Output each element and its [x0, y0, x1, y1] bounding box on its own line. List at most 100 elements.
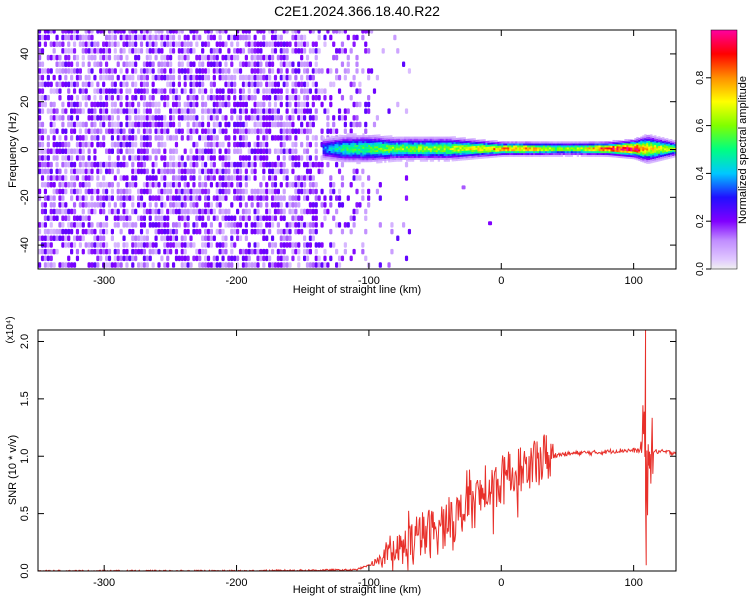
ridge-cell [652, 149, 655, 152]
noise-cell [38, 30, 42, 34]
noise-cell [250, 95, 254, 101]
ridge-cell [505, 143, 508, 146]
noise-cell [300, 74, 304, 81]
noise-cell [122, 108, 126, 114]
ridge-cell [642, 135, 645, 138]
noise-cell [244, 115, 248, 121]
noise-cell [99, 88, 103, 94]
noise-cell [52, 128, 56, 134]
noise-cell [49, 148, 53, 155]
ridge-cell [439, 146, 443, 149]
noise-cell [99, 248, 103, 255]
noise-cell [244, 235, 248, 242]
ridge-cell [451, 159, 454, 162]
noise-cell [259, 202, 263, 208]
ridge-cell [403, 136, 407, 139]
noise-cell [276, 255, 280, 262]
noise-cell [52, 195, 56, 201]
ridge-cell [656, 148, 659, 151]
ridge-cell [376, 161, 379, 164]
ridge-cell [358, 135, 361, 138]
noise-cell [227, 68, 231, 74]
ridge-cell [336, 149, 339, 152]
noise-cell [151, 41, 155, 47]
noise-cell [46, 248, 50, 255]
noise-cell [221, 195, 225, 201]
noise-cell [177, 34, 181, 41]
noise-cell [215, 168, 219, 175]
noise-cell [253, 81, 257, 88]
ridge-cell [491, 149, 494, 153]
noise-cell [285, 148, 289, 155]
ridge-cell [509, 149, 512, 152]
ridge-cell [388, 158, 391, 161]
noise-cell [238, 235, 243, 242]
noise-cell [113, 248, 117, 255]
ridge-cell [652, 143, 655, 146]
ridge-cell [475, 143, 478, 146]
ridge-cell [578, 152, 582, 156]
ridge-cell [453, 151, 456, 154]
noise-cell [247, 41, 251, 47]
noise-cell [46, 155, 50, 161]
ridge-cell [372, 142, 375, 145]
noise-cell [206, 155, 211, 161]
noise-cell [195, 228, 199, 235]
ridge-cell [445, 136, 448, 139]
ridge-cell [650, 161, 653, 164]
ridge-cell [576, 147, 580, 150]
noise-cell [364, 101, 368, 108]
ridge-cell [348, 138, 351, 142]
ridge-cell [445, 142, 448, 145]
noise-cell [154, 208, 158, 215]
y-tick-label: 2.0 [19, 334, 31, 349]
ridge-cell [441, 153, 445, 157]
ridge-cell [580, 147, 583, 150]
noise-cell [212, 54, 216, 61]
ridge-cell [463, 154, 466, 157]
noise-cell [169, 30, 173, 34]
noise-cell [305, 61, 310, 68]
ridge-cell [660, 149, 663, 152]
noise-cell [139, 34, 144, 41]
ridge-cell [513, 152, 516, 156]
ridge-cell [372, 153, 375, 157]
noise-cell [291, 148, 295, 155]
noise-cell [183, 248, 187, 255]
noise-cell [273, 30, 278, 34]
ridge-cell [364, 144, 367, 147]
ridge-cell [415, 146, 419, 149]
noise-cell [317, 195, 321, 201]
noise-cell [81, 121, 85, 128]
noise-cell [302, 235, 307, 242]
ridge-cell [556, 147, 560, 150]
noise-cell [305, 161, 310, 168]
noise-cell [337, 108, 342, 114]
ridge-cell [443, 148, 446, 151]
noise-cell [241, 61, 246, 68]
noise-cell [148, 182, 152, 188]
noise-cell [75, 121, 80, 128]
ridge-cell [386, 146, 389, 150]
noise-cell [128, 141, 132, 148]
ridge-cell [463, 146, 466, 149]
noise-cell [238, 248, 243, 255]
noise-cell [247, 74, 251, 81]
ridge-cell [346, 140, 349, 144]
noise-cell [160, 255, 164, 262]
noise-cell [177, 182, 181, 188]
noise-cell [49, 30, 53, 34]
ridge-cell [376, 155, 379, 158]
noise-cell [285, 235, 289, 242]
noise-cell [317, 48, 321, 54]
noise-cell [387, 108, 391, 114]
noise-cell [250, 228, 254, 235]
noise-cell [128, 41, 132, 47]
ridge-cell [322, 148, 325, 151]
ridge-cell [396, 153, 399, 157]
ridge-cell [350, 135, 353, 138]
noise-cell [102, 262, 106, 268]
noise-cell [183, 74, 187, 81]
ridge-cell [546, 145, 550, 148]
noise-cell [265, 88, 269, 94]
